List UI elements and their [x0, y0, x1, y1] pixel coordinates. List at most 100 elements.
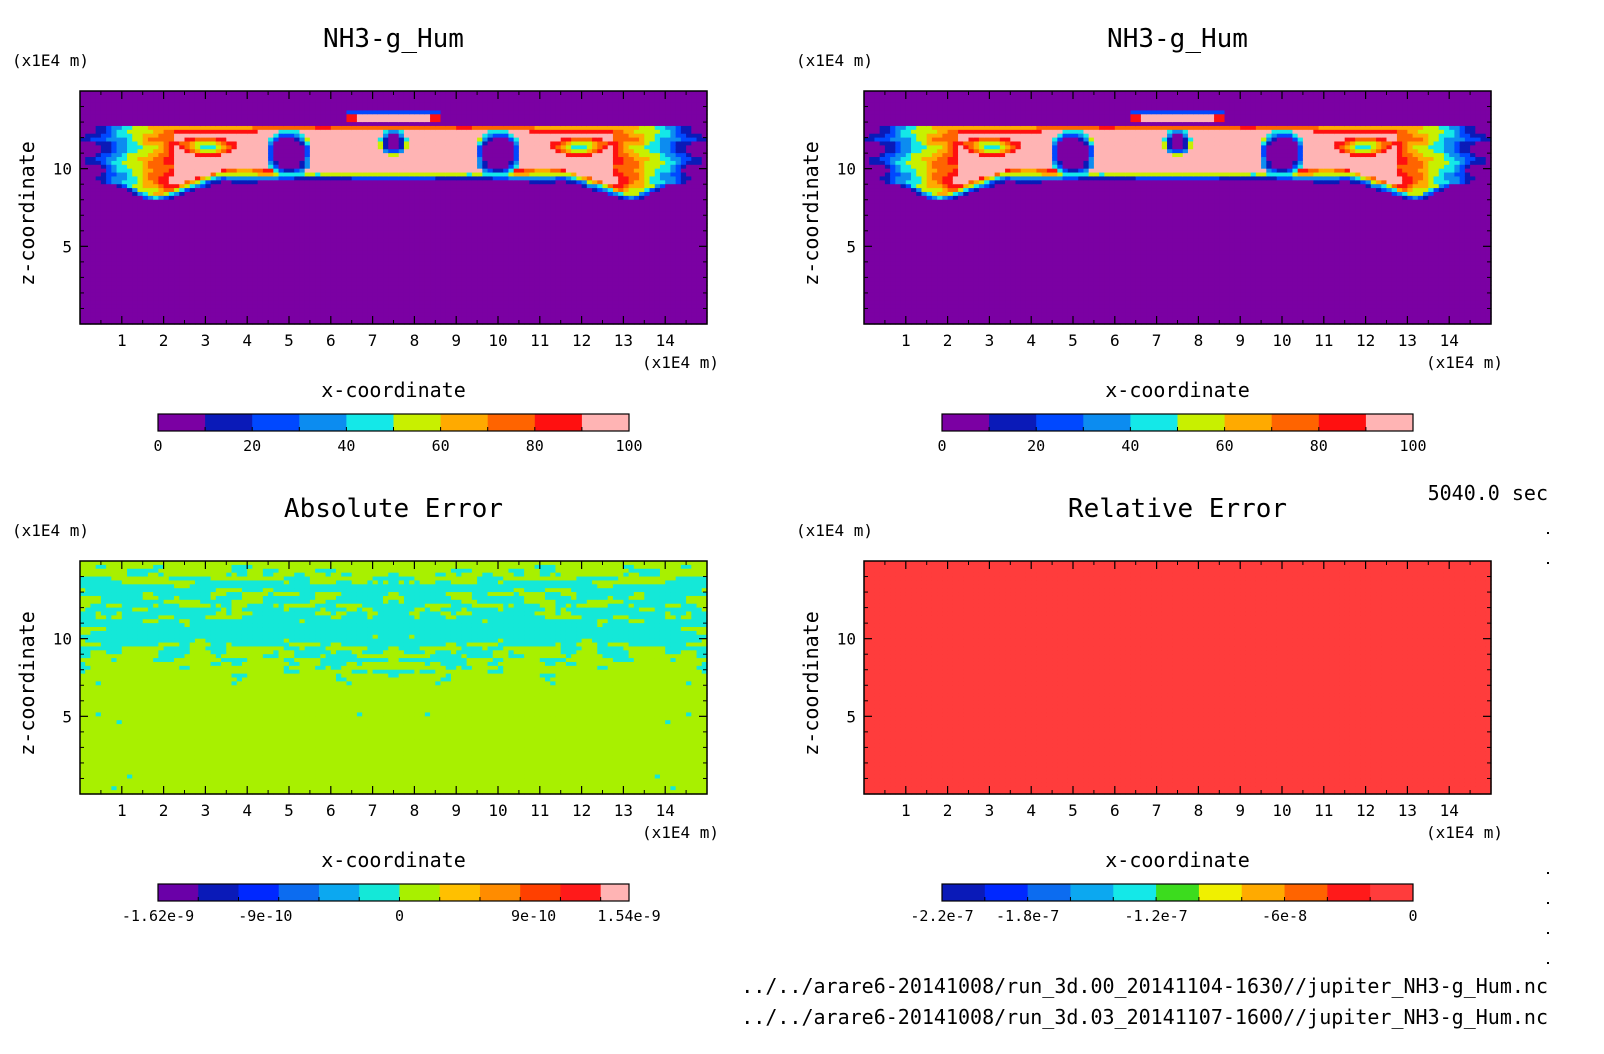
heatmap-cell — [121, 125, 128, 131]
heatmap-cell — [252, 184, 259, 189]
heatmap-cell — [142, 176, 149, 181]
heatmap-cell — [121, 195, 128, 201]
heatmap-cell — [351, 246, 358, 251]
heatmap-cell — [409, 257, 415, 263]
heatmap-cell — [445, 254, 452, 259]
heatmap-cell — [184, 273, 191, 278]
heatmap-cell — [241, 94, 248, 100]
heatmap-cell — [289, 308, 295, 313]
heatmap-cell — [315, 242, 321, 247]
heatmap-cell — [106, 102, 112, 108]
heatmap-cell — [215, 211, 222, 216]
heatmap-cell — [440, 215, 447, 220]
heatmap-cell — [383, 246, 389, 251]
heatmap-cell — [85, 269, 92, 275]
heatmap-cell — [179, 223, 186, 228]
heatmap-cell — [205, 203, 212, 209]
heatmap-cell — [362, 157, 368, 162]
heatmap-cell — [262, 129, 269, 135]
heatmap-cell — [294, 289, 301, 294]
heatmap-cell — [111, 238, 118, 244]
heatmap-cell — [294, 304, 301, 310]
heatmap-cell — [163, 195, 170, 201]
heatmap-cell — [200, 133, 206, 139]
heatmap-cell — [289, 176, 295, 181]
heatmap-cell — [356, 188, 363, 193]
heatmap-cell — [80, 277, 86, 282]
heatmap-cell — [435, 122, 442, 127]
heatmap-cell — [445, 238, 452, 244]
heatmap-cell — [398, 94, 405, 100]
heatmap-cell — [341, 292, 348, 298]
heatmap-cell — [325, 238, 332, 244]
heatmap-cell — [508, 230, 515, 236]
heatmap-cell — [174, 223, 180, 228]
heatmap-cell — [241, 188, 248, 193]
heatmap-cell — [450, 184, 457, 189]
heatmap-cell — [508, 254, 515, 259]
heatmap-cell — [367, 246, 374, 251]
heatmap-cell — [194, 114, 201, 119]
heatmap-cell — [205, 261, 212, 267]
heatmap-cell — [346, 230, 353, 236]
heatmap-cell — [168, 242, 175, 247]
heatmap-cell — [367, 203, 374, 209]
heatmap-cell — [325, 191, 332, 197]
heatmap-cell — [221, 304, 227, 310]
heatmap-cell — [414, 215, 421, 220]
heatmap-cell — [231, 312, 238, 317]
heatmap-cell — [341, 199, 348, 205]
heatmap-cell — [158, 273, 165, 278]
heatmap-cell — [132, 207, 139, 212]
heatmap-cell — [205, 215, 212, 220]
heatmap-cell — [430, 230, 436, 236]
heatmap-cell — [372, 285, 379, 290]
heatmap-cell — [304, 277, 311, 282]
heatmap-cell — [477, 98, 483, 104]
heatmap-cell — [106, 122, 112, 127]
heatmap-cell — [205, 168, 212, 174]
heatmap-cell — [456, 168, 463, 174]
heatmap-cell — [508, 149, 515, 154]
heatmap-cell — [127, 188, 133, 193]
heatmap-cell — [106, 180, 112, 185]
heatmap-cell — [419, 180, 426, 185]
heatmap-cell — [226, 292, 233, 298]
heatmap-cell — [403, 308, 410, 313]
heatmap-cell — [482, 160, 489, 166]
heatmap-cell — [221, 316, 227, 321]
heatmap-cell — [315, 180, 321, 185]
heatmap-cell — [231, 153, 238, 158]
heatmap-cell — [153, 94, 159, 100]
heatmap-cell — [388, 118, 395, 123]
heatmap-cell — [398, 184, 405, 189]
heatmap-cell — [142, 157, 149, 162]
heatmap-cell — [351, 157, 358, 162]
heatmap-cell — [403, 226, 410, 232]
heatmap-cell — [247, 125, 254, 131]
heatmap-cell — [257, 176, 264, 181]
heatmap-cell — [289, 172, 295, 178]
heatmap-cell — [205, 312, 212, 317]
heatmap-cell — [372, 308, 379, 313]
heatmap-cell — [414, 320, 421, 325]
heatmap-cell — [132, 125, 139, 131]
heatmap-cell — [189, 102, 196, 108]
heatmap-cell — [179, 172, 186, 178]
heatmap-cell — [456, 129, 463, 135]
heatmap-cell — [304, 207, 311, 212]
heatmap-cell — [221, 176, 227, 181]
heatmap-cell — [262, 312, 269, 317]
heatmap-cell — [153, 265, 159, 271]
heatmap-cell — [153, 114, 159, 119]
heatmap-cell — [456, 308, 463, 313]
heatmap-cell — [309, 308, 316, 313]
heatmap-cell — [440, 164, 447, 170]
heatmap-cell — [194, 281, 201, 286]
heatmap-cell — [100, 125, 107, 131]
heatmap-cell — [85, 145, 92, 150]
heatmap-cell — [189, 137, 196, 143]
heatmap-cell — [398, 188, 405, 193]
heatmap-cell — [273, 219, 280, 224]
heatmap-cell — [466, 281, 473, 286]
